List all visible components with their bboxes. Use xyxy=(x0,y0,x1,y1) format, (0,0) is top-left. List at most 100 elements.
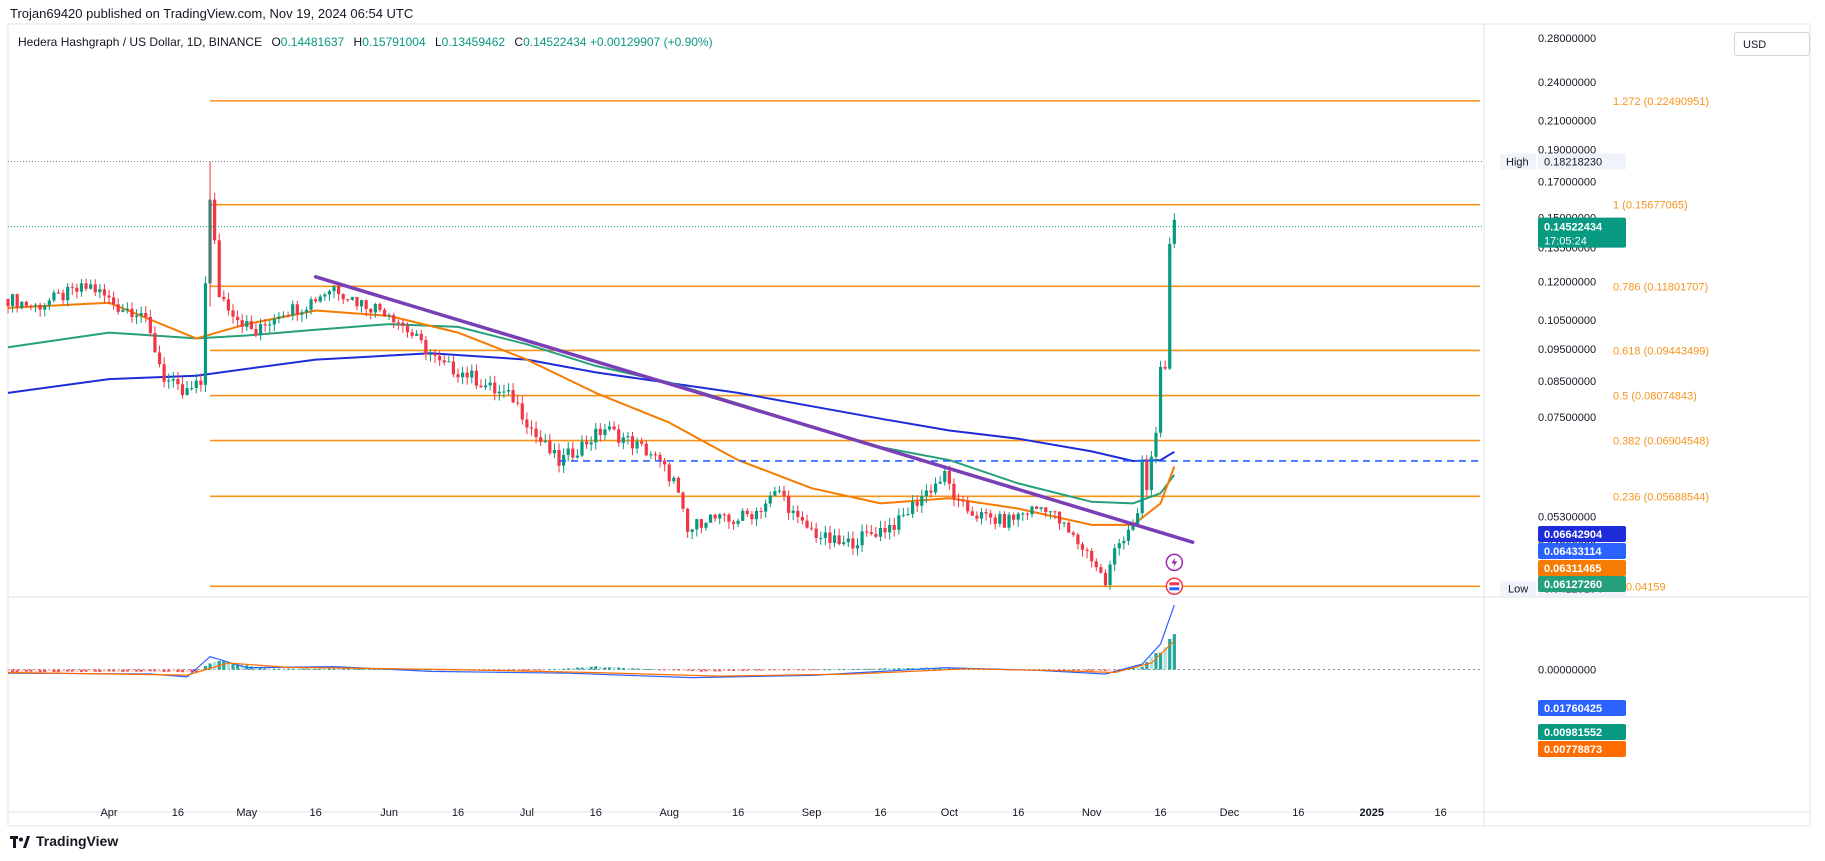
last-price-tag: 0.14522434 xyxy=(1544,222,1603,234)
macd-histogram-bar xyxy=(658,669,662,671)
tradingview-logo-icon xyxy=(10,835,30,848)
macd-histogram-bar xyxy=(332,668,336,670)
candle-body xyxy=(1025,513,1030,515)
candle-body xyxy=(952,483,956,500)
fib-retracement: 1.272 (0.22490951) 1 (0.15677065) 0.786 (0… xyxy=(210,96,1709,593)
candle-body xyxy=(938,481,942,484)
macd-histogram-bar xyxy=(254,667,258,670)
macd-histogram-bar xyxy=(1080,669,1085,671)
candle-body xyxy=(497,391,501,394)
macd-histogram-bar xyxy=(626,668,630,670)
candle-body xyxy=(327,291,332,295)
macd-histogram-bar xyxy=(281,668,286,670)
ema-orange-line xyxy=(7,301,1176,526)
candle-body xyxy=(1149,456,1153,491)
macd-histogram-bar xyxy=(369,668,373,670)
macd-histogram-bar xyxy=(566,668,570,670)
ema-price-tag-bg xyxy=(1538,526,1626,542)
macd-histogram-bar xyxy=(851,669,855,670)
macd-histogram-bar xyxy=(355,668,359,670)
candle-body xyxy=(1172,219,1176,244)
x-tick-label: 16 xyxy=(590,807,602,819)
tradingview-brand[interactable]: TradingView xyxy=(10,833,118,849)
fib-level-label: 0.5 (0.08074843) xyxy=(1613,391,1697,403)
macd-histogram-bar xyxy=(809,669,814,671)
macd-histogram-bar xyxy=(433,669,437,671)
y-tick-label: 0.10500000 xyxy=(1538,315,1596,327)
candle-body xyxy=(70,286,74,288)
candle-body xyxy=(447,361,451,363)
candle-body xyxy=(708,514,713,523)
candle-body xyxy=(704,522,708,528)
candle-body xyxy=(116,304,120,312)
macd-histogram-bar xyxy=(768,669,772,671)
macd-histogram-bar xyxy=(102,669,107,672)
macd-histogram-bar xyxy=(516,669,520,671)
macd-histogram-bar xyxy=(782,669,786,671)
macd-histogram-bar xyxy=(860,668,864,670)
candle-body xyxy=(1021,513,1025,515)
y-tick-label: 0.17000000 xyxy=(1538,176,1596,188)
candle-body xyxy=(15,294,19,308)
high-tag-label: High xyxy=(1506,156,1529,168)
candle-body xyxy=(295,304,299,315)
symbol-name[interactable]: Hedera Hashgraph / US Dollar, 1D, BINANC… xyxy=(18,35,263,49)
y-tick-label: 0.28000000 xyxy=(1538,33,1596,45)
candles xyxy=(6,161,1176,590)
macd-histogram-bar xyxy=(722,669,726,672)
ema-price-tag-bg xyxy=(1538,543,1626,559)
macd-histogram-bar xyxy=(1145,661,1149,670)
candle-body xyxy=(924,490,928,497)
macd-histogram-bar xyxy=(79,669,84,673)
candle-body xyxy=(855,545,860,549)
macd-histogram-bar xyxy=(180,669,185,673)
candle-body xyxy=(883,527,887,533)
candle-body xyxy=(1108,564,1112,586)
macd-histogram-bar xyxy=(38,669,42,673)
macd-histogram-bar xyxy=(29,669,33,672)
candle-body xyxy=(410,332,414,336)
high-tag-bg xyxy=(1538,153,1626,170)
macd-histogram-bar xyxy=(837,669,841,671)
macd-histogram-bar xyxy=(607,667,612,670)
candle-body xyxy=(1062,522,1066,524)
candle-body xyxy=(1103,572,1108,586)
candle-body xyxy=(419,333,423,341)
candle-body xyxy=(300,312,304,315)
macd-histogram-bar xyxy=(511,669,515,671)
candle-body xyxy=(502,391,506,393)
macd-histogram-bar xyxy=(865,668,869,670)
candle-body xyxy=(598,428,602,436)
candle-body xyxy=(731,521,736,524)
candle-body xyxy=(194,380,198,388)
macd-histogram-bar xyxy=(213,662,217,670)
macd-histogram-bar xyxy=(933,668,938,670)
candle-body xyxy=(869,532,873,535)
candle-body xyxy=(589,442,593,445)
candle-body xyxy=(304,309,309,313)
candle-body xyxy=(369,308,373,313)
candle-body xyxy=(575,455,579,458)
candle-body xyxy=(630,436,635,449)
candle-body xyxy=(139,313,143,316)
candle-body xyxy=(213,199,217,241)
candle-body xyxy=(392,315,396,323)
macd-histogram-bar xyxy=(84,669,88,672)
candle-body xyxy=(157,352,162,365)
candle-body xyxy=(837,535,841,545)
x-tick-label: Aug xyxy=(659,807,679,819)
candle-body xyxy=(1099,567,1103,573)
macd-histogram-bar xyxy=(1094,669,1098,671)
candle-body xyxy=(483,385,488,388)
candle-body xyxy=(479,385,483,388)
macd-histogram-bar xyxy=(557,668,561,670)
candle-body xyxy=(892,524,896,530)
candle-body xyxy=(791,510,795,513)
currency-button[interactable]: USD xyxy=(1734,32,1810,56)
macd-histogram-bar xyxy=(52,669,56,672)
x-tick-label: Nov xyxy=(1082,807,1102,819)
macd-histogram-bar xyxy=(1140,666,1144,670)
y-tick-label: 0.05300000 xyxy=(1538,512,1596,524)
candle-body xyxy=(47,300,51,306)
